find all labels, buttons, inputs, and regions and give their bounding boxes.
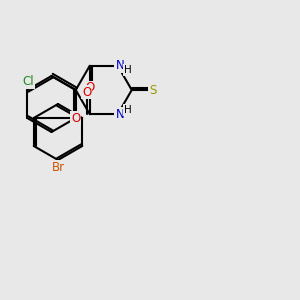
Text: N: N <box>116 108 124 121</box>
Text: N: N <box>116 59 124 72</box>
Text: H: H <box>124 65 132 75</box>
Text: Br: Br <box>51 161 64 174</box>
Text: S: S <box>149 83 156 97</box>
Text: H: H <box>124 105 132 115</box>
Text: O: O <box>82 85 92 99</box>
Text: Cl: Cl <box>22 75 34 88</box>
Text: O: O <box>71 112 80 124</box>
Text: O: O <box>85 81 94 94</box>
